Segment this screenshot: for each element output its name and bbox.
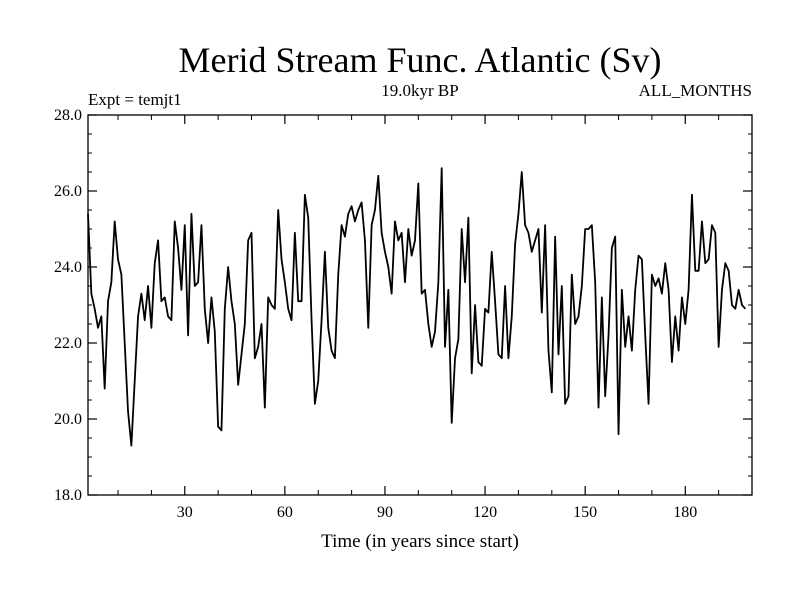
experiment-annotation: Expt = temjt1 (88, 90, 182, 109)
axis-ticks (88, 114, 753, 496)
y-tick-label: 26.0 (54, 183, 82, 200)
x-tick-label: 90 (377, 504, 393, 521)
x-tick-label: 150 (573, 504, 597, 521)
months-annotation: ALL_MONTHS (639, 81, 752, 100)
x-tick-label: 30 (177, 504, 193, 521)
period-annotation: 19.0kyr BP (381, 81, 458, 100)
series-line-0 (87, 167, 747, 447)
y-tick-label: 22.0 (54, 335, 82, 352)
y-tick-label: 18.0 (54, 487, 82, 504)
x-tick-label: 60 (277, 504, 293, 521)
x-tick-label: 180 (673, 504, 697, 521)
series-group (87, 167, 747, 447)
y-tick-label: 20.0 (54, 411, 82, 428)
y-tick-label: 24.0 (54, 259, 82, 276)
x-axis-label: Time (in years since start) (321, 531, 519, 552)
x-tick-label: 120 (473, 504, 497, 521)
chart-title: Merid Stream Func. Atlantic (Sv) (179, 40, 662, 80)
axis-tick-labels: 18.0 20.0 22.0 24.0 26.0 28.0 30 60 90 120 150 180 (54, 107, 697, 521)
y-tick-label: 28.0 (54, 107, 82, 124)
